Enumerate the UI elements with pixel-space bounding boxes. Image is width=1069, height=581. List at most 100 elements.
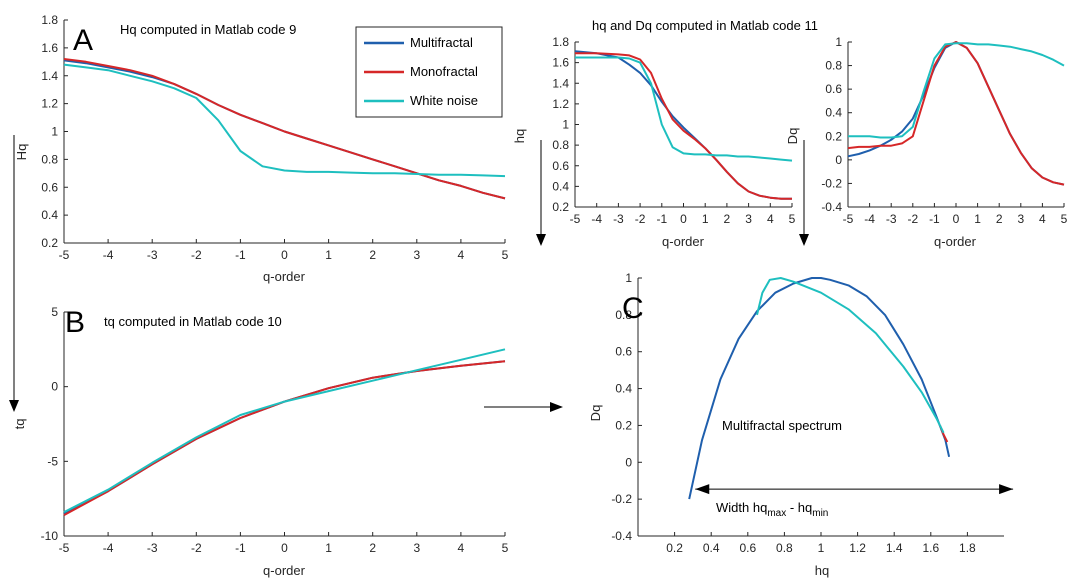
y-tick-label: -10 [41,529,59,543]
chart-title: Hq computed in Matlab code 9 [120,22,296,37]
legend-label-monofractal: Monofractal [410,64,478,79]
series-line-multifractal [847,41,1065,186]
y-tick-label: 0.2 [825,129,842,143]
arrow-dq-down-head [799,234,809,246]
y-tick-label: -0.4 [611,529,632,543]
width-label-sub-max: max [767,508,786,519]
x-tick-label: 5 [789,212,796,226]
series-line-monofractal [575,52,792,200]
x-tick-label: 1 [325,248,332,262]
x-tick-label: -2 [191,541,202,555]
legend-label-multifractal: Multifractal [410,35,473,50]
chart-title: hq and Dq computed in Matlab code 11 [592,18,818,33]
y-axis-label: Hq [14,144,29,161]
x-tick-label: 2 [369,248,376,262]
x-tick-label: 2 [369,541,376,555]
x-axis-label: q-order [662,234,705,249]
x-tick-label: -4 [103,541,114,555]
panel-c-spectrum-chart: 0.2 0.4 0.6 0.8 1 1.2 1.4 1.6 1.8 -0.4 -0.2 0 0.2 0.4… [588,271,1014,578]
x-tick-label: -2 [191,248,202,262]
flow-arrows [9,135,809,412]
y-tick-label: 1 [51,125,58,139]
x-tick-label: 0 [281,248,288,262]
y-tick-label: 0.8 [41,152,58,166]
x-tick-label: -1 [235,248,246,262]
x-tick-label: -5 [843,212,854,226]
arrow-a-to-b-head [9,400,19,412]
series-line-multifractal [688,277,951,500]
chart-title: tq computed in Matlab code 10 [104,314,282,329]
y-tick-label: 0.2 [552,200,569,214]
width-arrow-head-left [695,484,710,495]
series-line-white-noise [63,348,506,513]
x-tick-label: -2 [635,212,646,226]
y-tick-label: 0.4 [552,179,569,193]
y-tick-label: 1 [835,35,842,49]
y-tick-label: 5 [51,305,58,319]
x-tick-label: -5 [570,212,581,226]
spectrum-annotation: Multifractal spectrum [722,418,842,433]
y-tick-label: 1.6 [552,56,569,70]
x-tick-label: -4 [103,248,114,262]
width-label-sub-min: min [812,508,828,519]
series-line-white-noise [756,277,945,434]
x-tick-label: -1 [929,212,940,226]
y-tick-label: 1.8 [41,13,58,27]
series-line-white-noise [848,42,1065,139]
y-axis-label: tq [12,419,27,430]
x-tick-label: -3 [886,212,897,226]
x-tick-label: 2 [996,212,1003,226]
width-label-text: Width hq [716,500,767,515]
x-tick-label: -4 [864,212,875,226]
y-tick-label: 0.4 [825,106,842,120]
series-line-monofractal [63,58,506,200]
panel-letter: C [622,292,644,325]
panel-a-hq-chart: -5 -4 -3 -2 -1 0 1 2 3 4 5 0.2 0.4 0.6 0.8 1 1.2 1.4 1.6 1.… [14,13,509,284]
y-tick-label: 1.4 [552,76,569,90]
y-tick-label: 1.2 [41,97,58,111]
x-tick-label: -3 [147,248,158,262]
y-tick-label: 0.6 [41,180,58,194]
panel-dq-chart: -5 -4 -3 -2 -1 0 1 2 3 4 5-0.4-0.200.20.40.60.81q-… [785,35,1068,249]
y-axis-label: Dq [588,405,603,422]
x-tick-label: -1 [656,212,667,226]
x-tick-label: 1.4 [886,541,903,555]
x-tick-label: 3 [413,541,420,555]
y-tick-label: 0 [51,380,58,394]
x-tick-label: 1.8 [959,541,976,555]
y-tick-label: 0 [835,153,842,167]
y-tick-label: 1.2 [552,97,569,111]
x-axis-label: q-order [263,563,306,578]
series-line-monofractal [63,360,506,516]
y-tick-label: 0.6 [552,159,569,173]
x-tick-label: 0.4 [703,541,720,555]
y-tick-label: 0.2 [615,418,632,432]
x-tick-label: -1 [235,541,246,555]
x-tick-label: -4 [591,212,602,226]
y-tick-label: 0.8 [825,59,842,73]
x-tick-label: -3 [147,541,158,555]
y-tick-label: 0.6 [825,82,842,96]
series-line-white-noise [63,63,506,178]
width-arrow-head-right [999,484,1014,495]
x-tick-label: 0.6 [739,541,756,555]
y-tick-label: 0.4 [615,382,632,396]
panel-letter: B [65,306,85,339]
series-line-multifractal [63,360,506,515]
x-tick-label: 1.6 [922,541,939,555]
x-tick-label: 0.8 [776,541,793,555]
width-label: Width hqmax - hqmin [716,500,828,519]
y-tick-label: 1 [562,118,569,132]
x-axis-label: q-order [934,234,977,249]
y-tick-label: 0 [625,455,632,469]
y-tick-label: 0.8 [552,138,569,152]
x-tick-label: -5 [59,541,70,555]
x-tick-label: 3 [1017,212,1024,226]
x-tick-label: 1 [702,212,709,226]
y-axis-label: Dq [785,128,800,145]
series-line-white-noise [575,56,793,162]
y-axis-label: hq [512,129,527,143]
y-tick-label: 0.8 [615,308,632,322]
